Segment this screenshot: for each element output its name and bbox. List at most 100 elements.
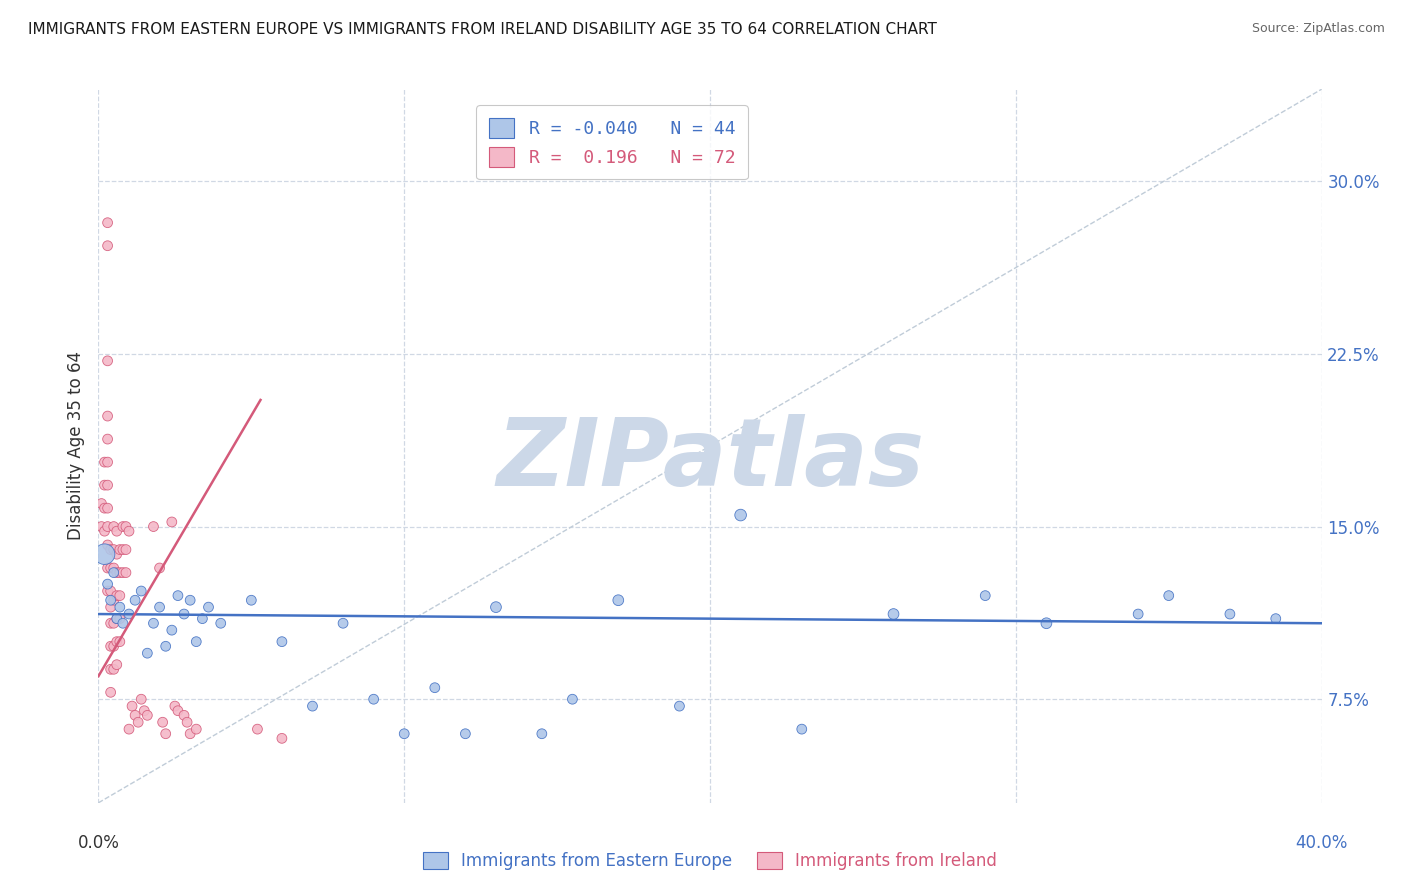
- Point: [100, 616, 122, 631]
- Point: [115, 519, 138, 533]
- Text: Source: ZipAtlas.com: Source: ZipAtlas.com: [1251, 22, 1385, 36]
- Point: [103, 566, 125, 580]
- Point: [108, 612, 131, 626]
- Point: [100, 584, 122, 599]
- Point: [167, 589, 190, 603]
- Point: [115, 542, 138, 557]
- Point: [127, 715, 149, 730]
- Point: [173, 607, 195, 621]
- Point: [191, 612, 214, 626]
- Point: [607, 593, 630, 607]
- Point: [103, 542, 125, 557]
- Point: [392, 727, 416, 741]
- Point: [97, 354, 120, 368]
- Point: [149, 600, 172, 615]
- Point: [90, 497, 112, 511]
- Point: [105, 589, 128, 603]
- Point: [163, 699, 186, 714]
- Point: [121, 699, 143, 714]
- Point: [186, 634, 208, 648]
- Point: [97, 561, 120, 575]
- Point: [93, 547, 115, 561]
- Point: [883, 607, 905, 621]
- Point: [173, 708, 195, 723]
- Point: [134, 704, 156, 718]
- Point: [142, 616, 165, 631]
- Point: [111, 542, 134, 557]
- Point: [103, 616, 125, 631]
- Point: [240, 593, 263, 607]
- Point: [97, 216, 120, 230]
- Legend: Immigrants from Eastern Europe, Immigrants from Ireland: Immigrants from Eastern Europe, Immigran…: [416, 845, 1004, 877]
- Point: [118, 524, 141, 538]
- Point: [93, 524, 115, 538]
- Point: [100, 561, 122, 575]
- Point: [730, 508, 752, 522]
- Point: [103, 662, 125, 676]
- Point: [179, 593, 201, 607]
- Point: [90, 519, 112, 533]
- Y-axis label: Disability Age 35 to 64: Disability Age 35 to 64: [66, 351, 84, 541]
- Point: [97, 577, 120, 591]
- Point: [105, 634, 128, 648]
- Point: [124, 708, 146, 723]
- Point: [1219, 607, 1241, 621]
- Point: [1128, 607, 1150, 621]
- Point: [97, 238, 120, 252]
- Point: [790, 722, 813, 736]
- Point: [155, 640, 177, 654]
- Point: [115, 566, 138, 580]
- Point: [160, 623, 183, 637]
- Point: [167, 704, 190, 718]
- Point: [118, 722, 141, 736]
- Point: [97, 409, 120, 423]
- Point: [155, 727, 177, 741]
- Point: [561, 692, 583, 706]
- Point: [97, 501, 120, 516]
- Point: [270, 634, 292, 648]
- Point: [97, 478, 120, 492]
- Point: [103, 640, 125, 654]
- Point: [111, 519, 134, 533]
- Text: ZIPatlas: ZIPatlas: [496, 414, 924, 507]
- Point: [301, 699, 323, 714]
- Point: [103, 519, 125, 533]
- Point: [485, 600, 508, 615]
- Point: [270, 731, 292, 746]
- Point: [105, 524, 128, 538]
- Point: [176, 715, 198, 730]
- Point: [1157, 589, 1180, 603]
- Point: [100, 542, 122, 557]
- Point: [129, 692, 152, 706]
- Point: [142, 519, 165, 533]
- Point: [97, 432, 120, 446]
- Point: [100, 685, 122, 699]
- Point: [152, 715, 174, 730]
- Point: [93, 455, 115, 469]
- Point: [160, 515, 183, 529]
- Point: [454, 727, 477, 741]
- Point: [136, 708, 159, 723]
- Point: [363, 692, 385, 706]
- Text: IMMIGRANTS FROM EASTERN EUROPE VS IMMIGRANTS FROM IRELAND DISABILITY AGE 35 TO 6: IMMIGRANTS FROM EASTERN EUROPE VS IMMIGR…: [28, 22, 936, 37]
- Point: [97, 455, 120, 469]
- Point: [100, 600, 122, 615]
- Point: [111, 566, 134, 580]
- Point: [103, 593, 125, 607]
- Point: [100, 640, 122, 654]
- Point: [100, 662, 122, 676]
- Point: [105, 612, 128, 626]
- Point: [108, 600, 131, 615]
- Point: [124, 593, 146, 607]
- Point: [105, 547, 128, 561]
- Point: [668, 699, 690, 714]
- Point: [149, 561, 172, 575]
- Point: [423, 681, 446, 695]
- Point: [103, 561, 125, 575]
- Point: [108, 589, 131, 603]
- Point: [186, 722, 208, 736]
- Point: [209, 616, 232, 631]
- Text: 0.0%: 0.0%: [77, 834, 120, 852]
- Point: [93, 501, 115, 516]
- Point: [111, 616, 134, 631]
